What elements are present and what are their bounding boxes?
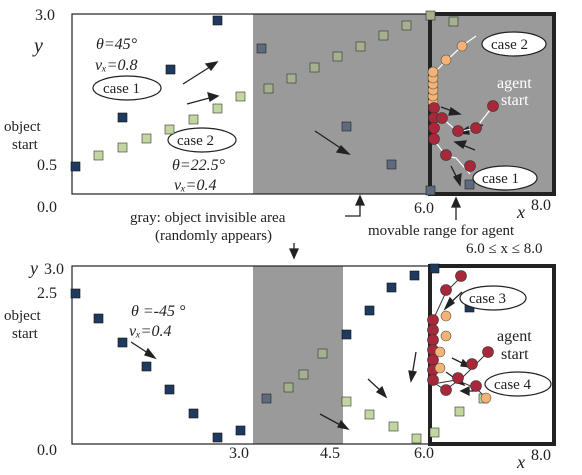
top-case2-object-squares bbox=[93, 91, 246, 161]
bottom-x-axis-label: x bbox=[516, 452, 525, 472]
bottom-y-axis-label: y bbox=[28, 258, 38, 278]
top-right-case1-label: case 1 bbox=[482, 171, 519, 187]
bottom-y-tick-0: 0.0 bbox=[37, 442, 57, 459]
top-case1-oval bbox=[92, 75, 162, 101]
top-movable-note-line2: 6.0 ≤ x ≤ 8.0 bbox=[466, 241, 542, 257]
bottom-object-squares-gray-light bbox=[283, 348, 328, 393]
bottom-x-tick-6: 6.0 bbox=[414, 445, 434, 462]
top-panel: y 3.0 0.5 0.0 6.0 x 8.0 object start θ=4… bbox=[4, 7, 556, 260]
bottom-panel: y 3.0 2.5 0.0 object start 3.0 4.5 6.0 x… bbox=[4, 258, 556, 472]
bottom-gray-invisible-area bbox=[253, 266, 343, 444]
bottom-x-tick-8: 8.0 bbox=[531, 447, 551, 464]
top-gray-note-pointers bbox=[288, 194, 366, 260]
top-agent-trajectory-case2 bbox=[427, 35, 477, 108]
top-case1-gray-squares bbox=[256, 43, 475, 196]
top-movable-note: movable range for agent 6.0 ≤ x ≤ 8.0 bbox=[368, 223, 542, 257]
top-x-axis-label: x bbox=[516, 202, 525, 222]
top-right-case2-label: case 2 bbox=[491, 37, 528, 53]
top-movable-note-pointer bbox=[450, 196, 462, 220]
bottom-agent-start-label: agent start bbox=[497, 328, 536, 363]
bottom-case4-oval bbox=[484, 371, 552, 397]
top-case2-vx: vₓ=0.4 bbox=[174, 177, 216, 194]
bottom-case3-label: case 3 bbox=[469, 291, 506, 307]
bottom-object-start-label: object start bbox=[4, 308, 44, 342]
bottom-y-tick-25: 2.5 bbox=[37, 285, 57, 302]
top-object-start-label: object start bbox=[4, 119, 44, 153]
bottom-case3-oval bbox=[459, 285, 527, 311]
bottom-vx-label: vₓ=0.4 bbox=[129, 323, 171, 340]
top-gray-note-line1: gray: object invisible area bbox=[130, 210, 286, 226]
bottom-object-start-line2: start bbox=[12, 326, 39, 342]
top-case2-oval bbox=[167, 127, 237, 153]
bottom-object-squares-light bbox=[341, 393, 489, 444]
top-y-tick-3: 3.0 bbox=[35, 7, 55, 24]
bottom-agent-start-line2: start bbox=[501, 346, 529, 363]
top-gray-invisible-area bbox=[253, 14, 430, 194]
top-x-tick-8: 8.0 bbox=[531, 197, 551, 214]
top-movable-note-line1: movable range for agent bbox=[368, 223, 515, 239]
top-right-case1-oval bbox=[472, 165, 538, 191]
top-agent-start-label: agent start bbox=[497, 75, 536, 109]
bottom-object-squares-hidden bbox=[261, 393, 272, 404]
top-gray-note: gray: object invisible area (randomly ap… bbox=[130, 210, 289, 244]
top-gray-note-line2: (randomly appears) bbox=[155, 228, 272, 244]
top-agent-start-line1: agent bbox=[497, 75, 532, 92]
top-case2-label: case 2 bbox=[177, 133, 214, 149]
top-y-axis-label: y bbox=[32, 35, 43, 57]
top-case1-vx: vₓ=0.8 bbox=[95, 57, 137, 74]
bottom-movable-range-box bbox=[428, 264, 556, 446]
top-right-case2-oval bbox=[481, 31, 547, 57]
bottom-object-squares-dark bbox=[70, 263, 475, 443]
top-case2-gray-squares bbox=[263, 10, 459, 94]
bottom-case4-label: case 4 bbox=[494, 377, 532, 393]
top-agent-trajectory-case1 bbox=[428, 100, 499, 175]
bottom-direction-arrows bbox=[130, 291, 474, 431]
top-case1-object-squares bbox=[70, 15, 223, 172]
top-y-tick-05: 0.5 bbox=[37, 157, 57, 174]
top-y-tick-0: 0.0 bbox=[37, 199, 57, 216]
bottom-agent-trajectory bbox=[427, 270, 494, 404]
top-object-start-line1: object bbox=[4, 119, 41, 135]
bottom-x-tick-3: 3.0 bbox=[229, 445, 249, 462]
top-agent-start-line2: start bbox=[501, 92, 529, 109]
bottom-x-tick-45: 4.5 bbox=[320, 445, 340, 462]
bottom-object-start-line1: object bbox=[4, 308, 41, 324]
top-case2-theta: θ=22.5° bbox=[172, 157, 226, 174]
bottom-theta-label: θ =-45 ° bbox=[131, 303, 186, 320]
top-x-tick-6: 6.0 bbox=[414, 200, 434, 217]
top-object-start-line2: start bbox=[12, 137, 39, 153]
top-case1-label: case 1 bbox=[103, 81, 140, 97]
top-case1-theta: θ=45° bbox=[96, 36, 138, 53]
bottom-y-tick-3: 3.0 bbox=[44, 261, 64, 278]
bottom-agent-start-line1: agent bbox=[497, 328, 532, 345]
